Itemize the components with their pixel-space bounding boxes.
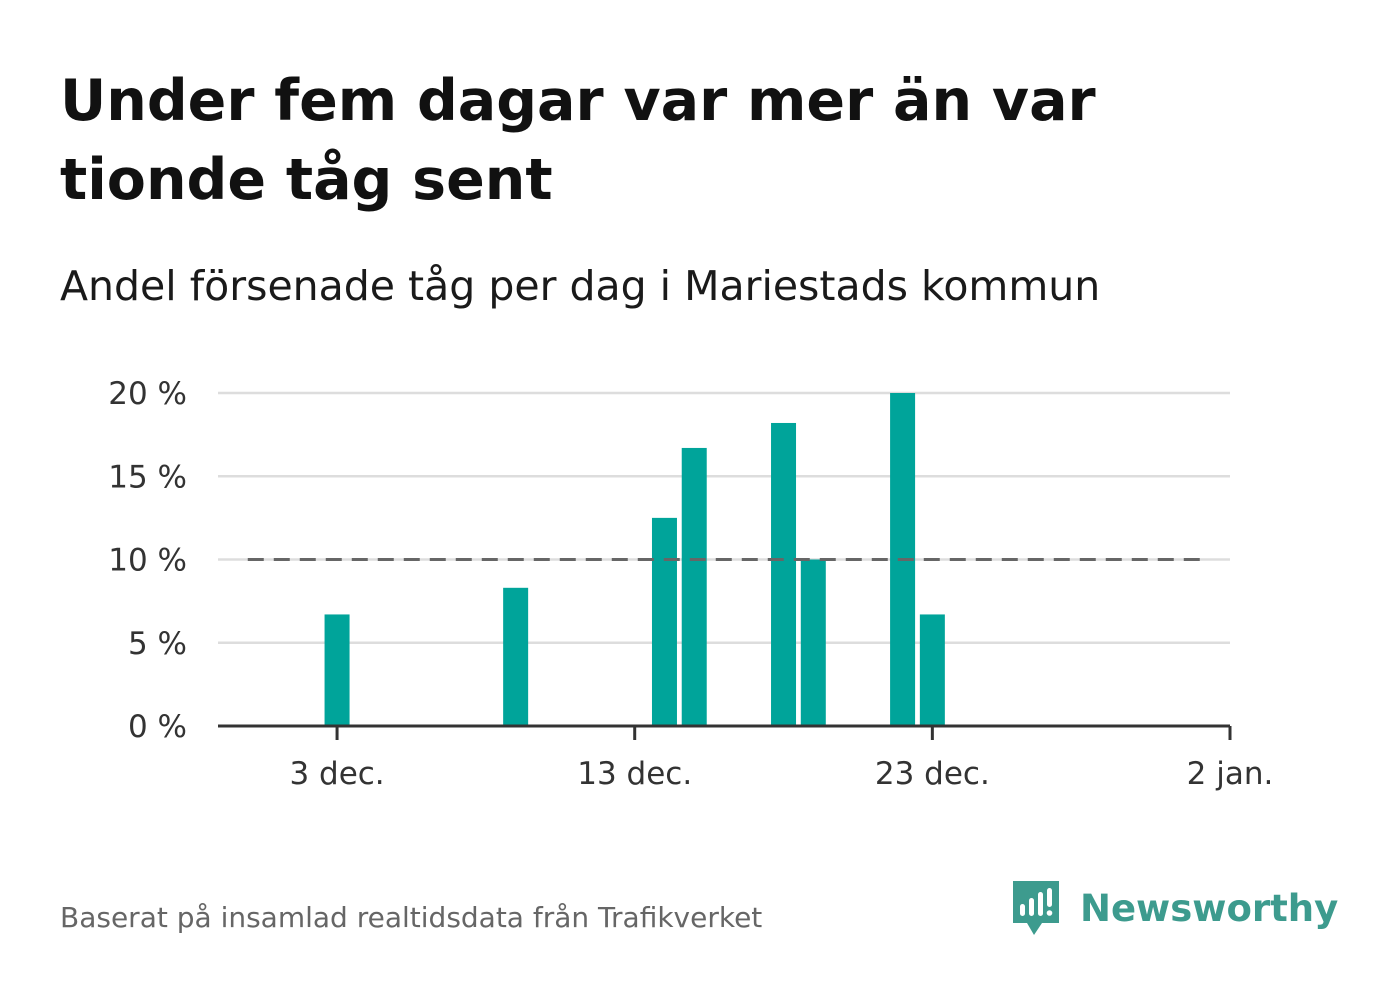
x-tick-label: 2 jan. xyxy=(1187,756,1274,792)
brand-name: Newsworthy xyxy=(1080,886,1339,930)
x-tick-label: 23 dec. xyxy=(875,756,990,792)
bar xyxy=(919,614,945,726)
x-tick-label: 3 dec. xyxy=(289,756,384,792)
y-tick-label: 20 % xyxy=(108,376,187,412)
bar xyxy=(771,422,797,726)
y-tick-label: 5 % xyxy=(128,626,187,662)
chart-subtitle: Andel försenade tåg per dag i Mariestads… xyxy=(60,262,1101,310)
y-tick-label: 10 % xyxy=(108,543,187,579)
chart-title: Under fem dagar var mer än var tionde tå… xyxy=(60,68,1096,213)
x-tick-label: 13 dec. xyxy=(577,756,692,792)
y-tick-label: 15 % xyxy=(108,459,187,495)
grid-lines xyxy=(218,391,1230,644)
brand-logo: Newsworthy xyxy=(1010,878,1338,938)
bar-chart: 3 dec. 13 dec. 23 dec. 2 jan. 0 % 5 % 10 % 15 … xyxy=(108,376,1274,792)
bar xyxy=(503,587,529,726)
y-tick-label: 0 % xyxy=(128,709,187,745)
bar xyxy=(681,447,707,726)
y-axis-labels: 0 % 5 % 10 % 15 % 20 % xyxy=(108,376,187,745)
bar xyxy=(651,517,677,726)
bar xyxy=(324,614,350,726)
bars xyxy=(324,393,945,726)
newsworthy-logo-icon xyxy=(1013,881,1059,935)
bar xyxy=(800,559,826,726)
source-note: Baserat på insamlad realtidsdata från Tr… xyxy=(60,901,763,934)
x-axis: 3 dec. 13 dec. 23 dec. 2 jan. xyxy=(218,724,1274,792)
